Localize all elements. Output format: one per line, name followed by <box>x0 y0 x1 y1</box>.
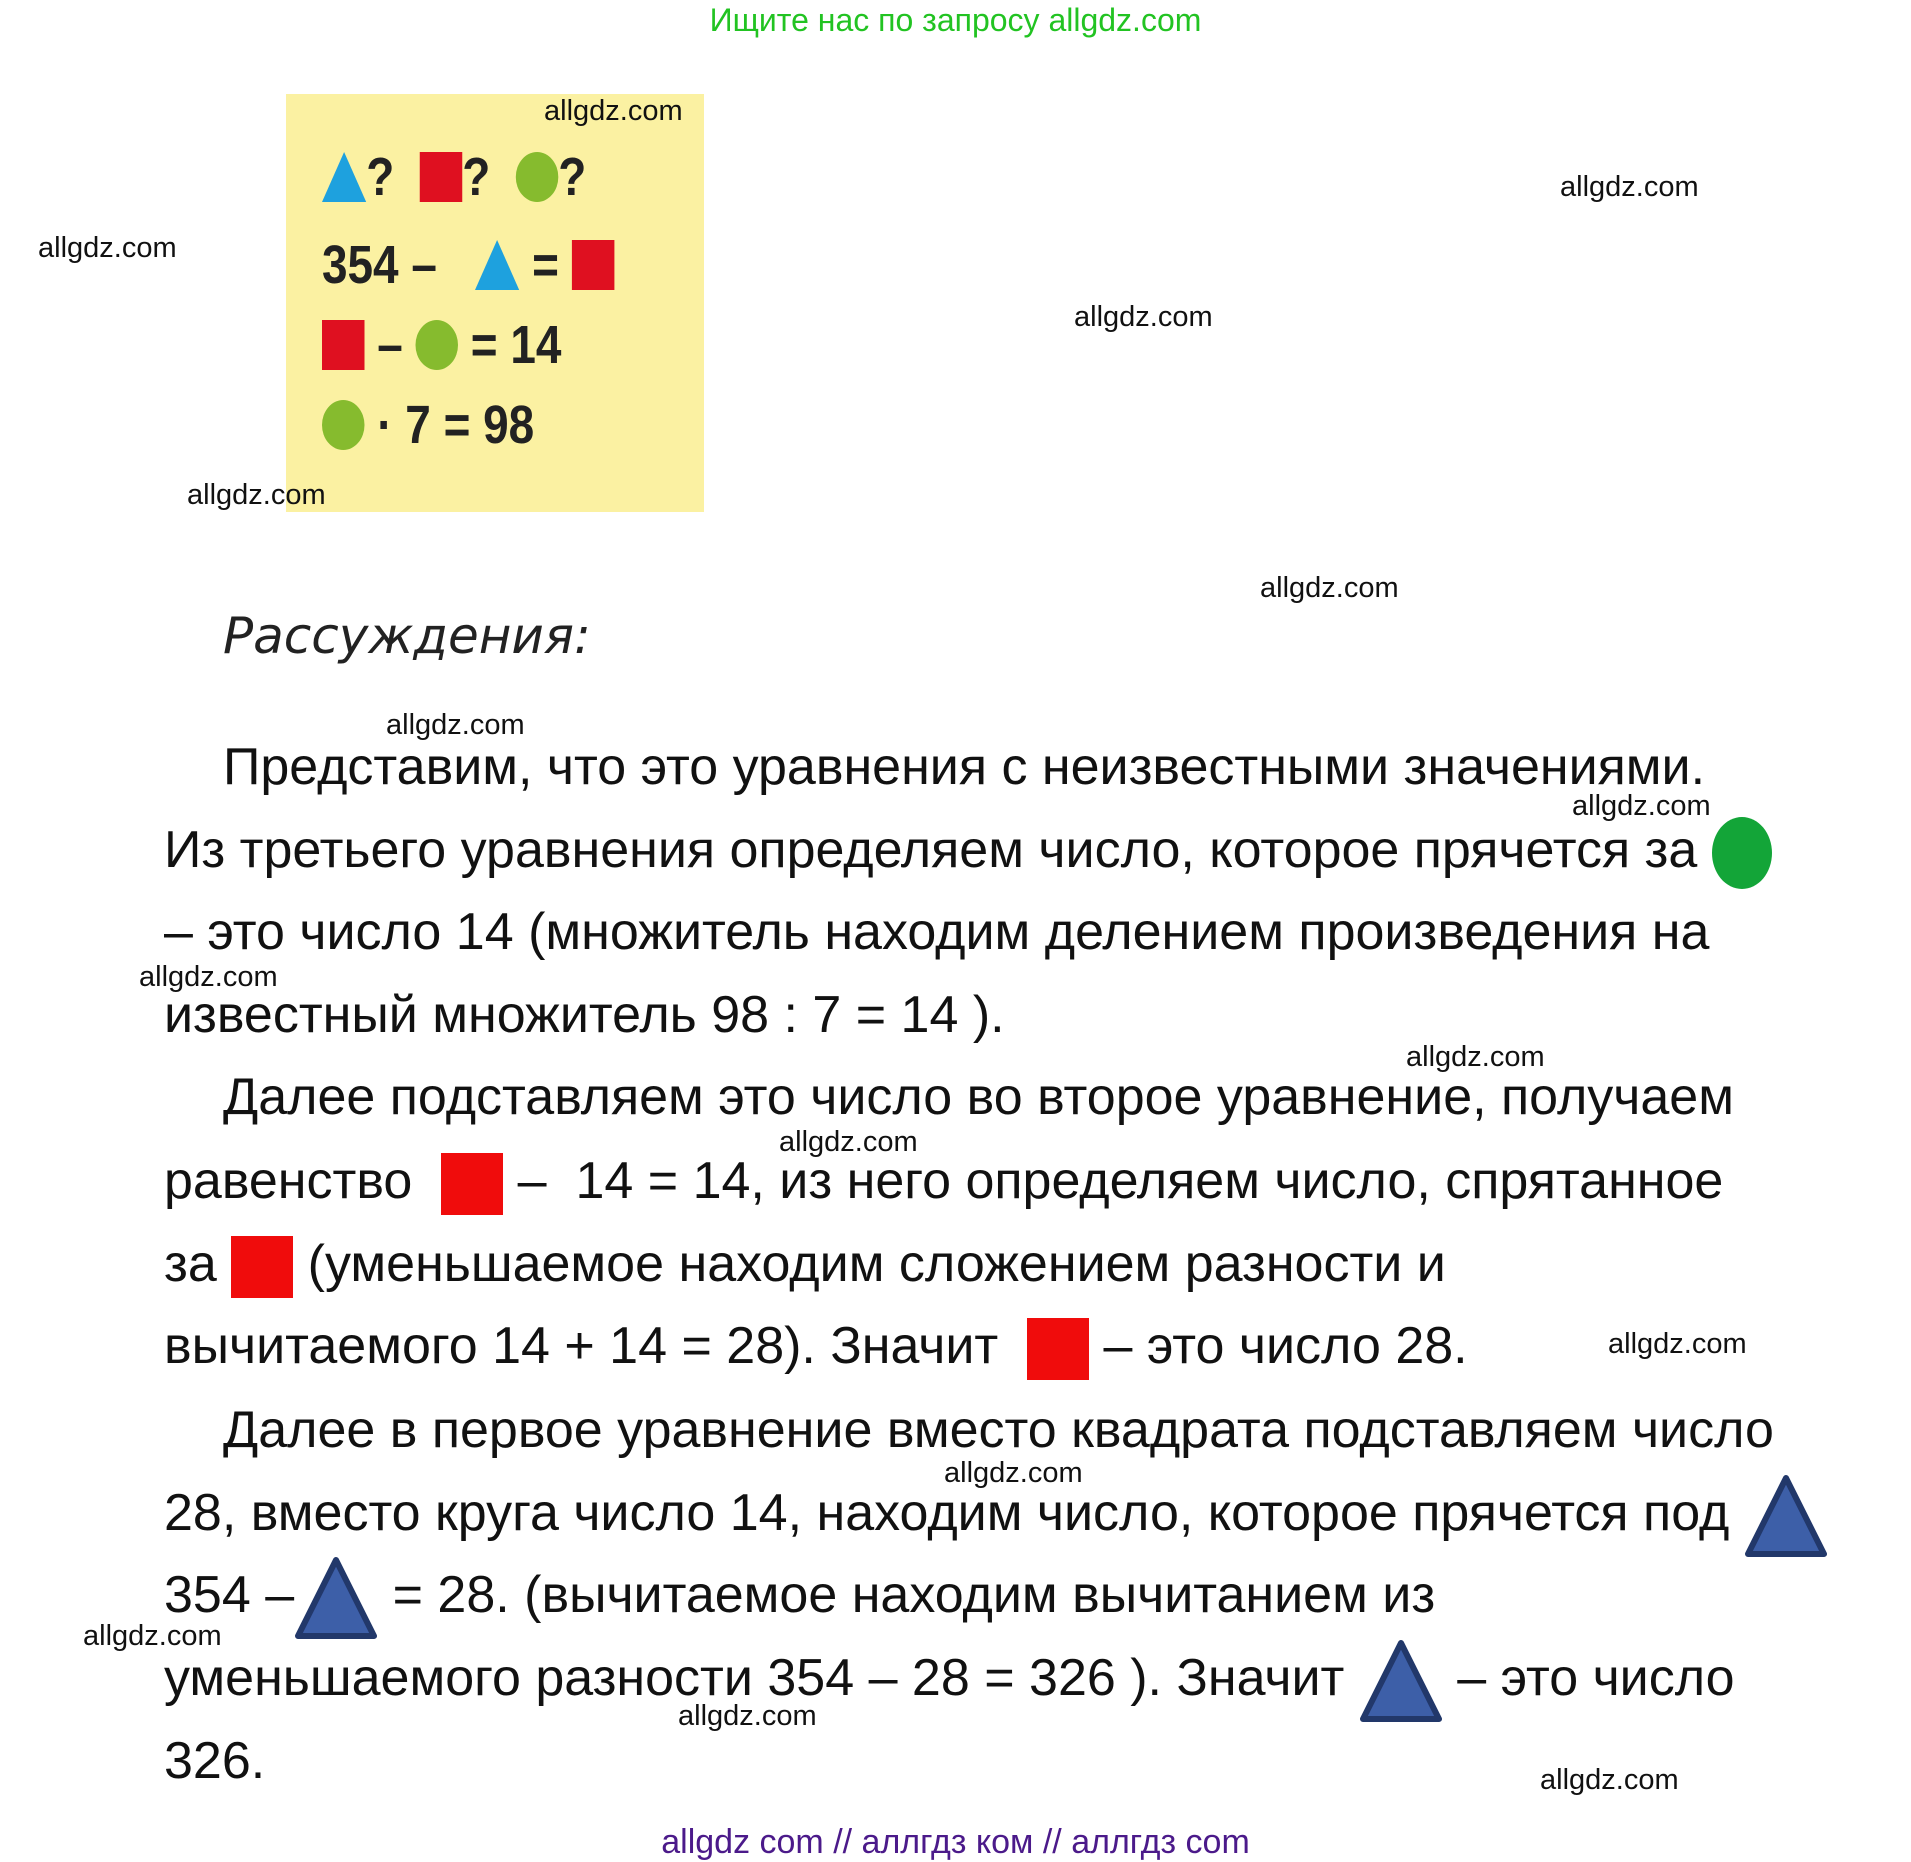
text-segment: Далее подставляем это число во второе ур… <box>223 1068 1734 1126</box>
puzzle-text: · 7 = 98 <box>364 395 535 455</box>
watermark: allgdz.com <box>187 479 326 511</box>
watermark: allgdz.com <box>678 1700 817 1732</box>
puzzle-row-4: · 7 = 98 <box>322 394 534 456</box>
text-line: – это число 14 (множитель находим делени… <box>164 891 1709 973</box>
red-square-icon <box>231 1236 294 1299</box>
watermark: allgdz.com <box>83 1620 222 1652</box>
watermark: allgdz.com <box>1074 301 1213 333</box>
watermark: allgdz.com <box>38 232 177 264</box>
watermark: allgdz.com <box>1540 1764 1679 1796</box>
blue-triangle-icon <box>1744 1474 1828 1558</box>
watermark: allgdz.com <box>139 961 278 993</box>
text-segment: известный множитель 98 : 7 = 14 ). <box>164 986 1005 1044</box>
watermark: allgdz.com <box>1560 171 1699 203</box>
text-segment: 326. <box>164 1732 266 1790</box>
watermark: allgdz.com <box>1572 790 1711 822</box>
top-banner: Ищите нас по запросу allgdz.com <box>709 2 1202 38</box>
circle-icon <box>515 152 559 202</box>
green-circle-icon <box>1711 817 1772 890</box>
text-line: 354 – = 28. (вычитаемое находим вычитани… <box>164 1554 1435 1640</box>
text-segment: – 14 = 14, из него определяем число, спр… <box>503 1152 1724 1210</box>
square-icon <box>571 240 615 290</box>
text-segment: равенство <box>164 1152 442 1210</box>
text-segment: Далее в первое уравнение вместо квадрата… <box>223 1401 1774 1459</box>
section-heading: Рассуждения: <box>223 607 591 665</box>
puzzle-row-3: – = 14 <box>322 314 561 376</box>
text-segment: уменьшаемого разности 354 – 28 = 326 ). … <box>164 1649 1359 1707</box>
text-line: уменьшаемого разности 354 – 28 = 326 ). … <box>164 1637 1735 1723</box>
square-icon <box>419 152 463 202</box>
puzzle-image: ? ? ? 354 – = – = 14 · 7 = 98 <box>286 94 704 512</box>
footer-links: allgdz com // аллгдз ком // аллгдз com <box>661 1823 1250 1861</box>
text-line: 326. <box>164 1720 265 1802</box>
blue-triangle-icon <box>294 1556 378 1640</box>
puzzle-text: = 14 <box>458 315 562 375</box>
text-line: вычитаемого 14 + 14 = 28). Значит – это … <box>164 1305 1468 1387</box>
text-line: Далее подставляем это число во второе ур… <box>223 1056 1734 1138</box>
blue-triangle-icon <box>1359 1639 1443 1723</box>
watermark: allgdz.com <box>386 709 525 741</box>
text-segment: Из третьего уравнения определяем число, … <box>164 821 1712 879</box>
watermark: allgdz.com <box>544 95 683 127</box>
question-mark: ? <box>366 147 395 207</box>
square-icon <box>322 320 365 370</box>
text-segment: 354 – <box>164 1566 295 1624</box>
text-line: равенство – 14 = 14, из него определяем … <box>164 1140 1723 1222</box>
text-segment: – это число 28. <box>1089 1317 1468 1375</box>
text-line: Далее в первое уравнение вместо квадрата… <box>223 1389 1774 1471</box>
puzzle-row-1: ? ? ? <box>322 146 586 208</box>
watermark: allgdz.com <box>779 1126 918 1158</box>
puzzle-text: = <box>519 235 572 295</box>
text-line: Представим, что это уравнения с неизвест… <box>223 726 1705 808</box>
triangle-icon <box>322 152 367 202</box>
text-segment: Представим, что это уравнения с неизвест… <box>223 738 1706 796</box>
triangle-icon <box>475 240 520 290</box>
question-mark: ? <box>462 147 491 207</box>
puzzle-row-2: 354 – = <box>322 234 615 296</box>
puzzle-text: 354 – <box>322 235 450 295</box>
red-square-icon <box>441 1153 504 1216</box>
text-segment: – это число <box>1442 1649 1735 1707</box>
watermark: allgdz.com <box>1260 572 1399 604</box>
red-square-icon <box>1027 1318 1090 1381</box>
text-segment: за <box>164 1235 232 1293</box>
question-mark: ? <box>558 147 587 207</box>
text-line: Из третьего уравнения определяем число, … <box>164 809 1772 891</box>
text-segment: (уменьшаемое находим сложением разности … <box>293 1235 1446 1293</box>
text-segment: 28, вместо круга число 14, находим число… <box>164 1484 1744 1542</box>
text-line: 28, вместо круга число 14, находим число… <box>164 1472 1828 1558</box>
text-segment: – это число 14 (множитель находим делени… <box>164 903 1710 961</box>
watermark: allgdz.com <box>1608 1328 1747 1360</box>
watermark: allgdz.com <box>1406 1041 1545 1073</box>
text-line: известный множитель 98 : 7 = 14 ). <box>164 974 1005 1056</box>
text-line: за (уменьшаемое находим сложением разнос… <box>164 1223 1446 1305</box>
text-segment: = 28. (вычитаемое находим вычитанием из <box>378 1566 1436 1624</box>
circle-icon <box>415 320 459 370</box>
watermark: allgdz.com <box>944 1457 1083 1489</box>
circle-icon <box>322 400 365 450</box>
text-segment: вычитаемого 14 + 14 = 28). Значит <box>164 1317 1028 1375</box>
puzzle-text: – <box>364 315 416 375</box>
